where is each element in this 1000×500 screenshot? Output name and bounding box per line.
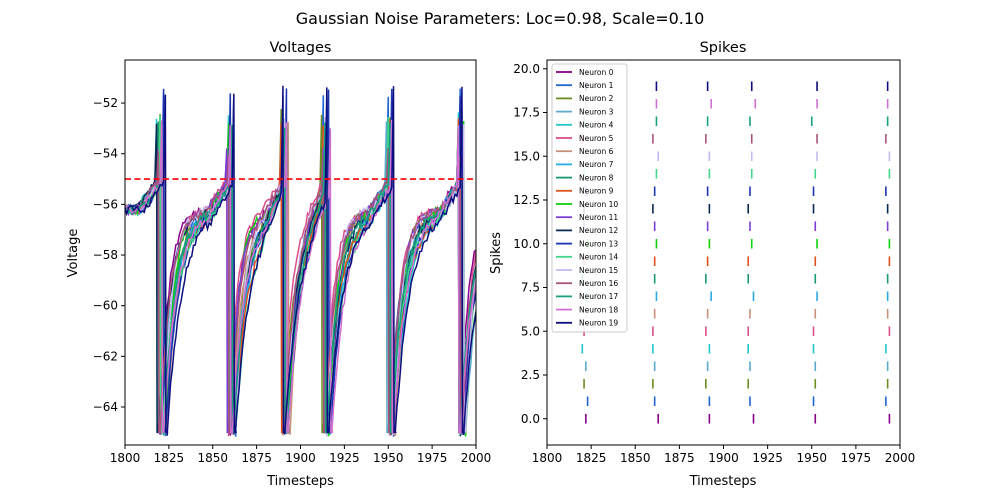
voltages-ylabel: Voltage: [66, 229, 81, 278]
spikes-xtick-label: 1850: [620, 451, 651, 465]
legend-label: Neuron 14: [579, 253, 618, 262]
legend-label: Neuron 12: [579, 226, 618, 235]
voltages-ytick-label: −60: [93, 299, 118, 313]
voltages-title: Voltages: [270, 40, 332, 56]
legend-label: Neuron 9: [579, 187, 614, 196]
voltages-xtick-label: 1950: [373, 451, 404, 465]
legend-label: Neuron 5: [579, 134, 614, 143]
voltages-ytick-label: −62: [93, 349, 118, 363]
legend-label: Neuron 18: [579, 305, 618, 314]
voltages-xtick-label: 2000: [461, 451, 492, 465]
voltages-xlabel: Timesteps: [266, 474, 334, 489]
spikes-xtick-label: 2000: [885, 451, 916, 465]
voltages-xtick-label: 1900: [285, 451, 316, 465]
spikes-ytick-label: 15.0: [513, 149, 540, 163]
voltages-xtick-label: 1925: [329, 451, 360, 465]
legend-label: Neuron 8: [579, 173, 614, 182]
legend-label: Neuron 7: [579, 160, 614, 169]
legend-label: Neuron 19: [579, 319, 618, 328]
voltage-trace-neuron-19: [125, 85, 476, 436]
spikes-ticks: 1800 1825 1850 1875 1900 1925 1950 1975 2000 0.0 2…: [513, 62, 915, 465]
spikes-axes-frame: [546, 59, 901, 446]
legend-label: Neuron 1: [579, 81, 614, 90]
voltages-xtick-label: 1975: [417, 451, 448, 465]
legend-label: Neuron 13: [579, 239, 618, 248]
spikes-ytick-label: 12.5: [513, 193, 540, 207]
spikes-xtick-label: 1950: [796, 451, 827, 465]
legend-label: Neuron 4: [579, 121, 614, 130]
legend-box: [551, 63, 628, 333]
spikes-legend: Neuron 0 Neuron 1 Neuron 2 Neuron 3 Neuron 4…: [551, 63, 628, 333]
legend-label: Neuron 15: [579, 266, 618, 275]
spikes-ytick-label: 0.0: [521, 412, 540, 426]
voltages-ytick-label: −54: [93, 147, 118, 161]
legend-label: Neuron 2: [579, 94, 614, 103]
voltage-trace-neuron-16: [125, 147, 476, 436]
spikes-ytick-label: 17.5: [513, 106, 540, 120]
legend-label: Neuron 6: [579, 147, 614, 156]
spikes-ytick-label: 5.0: [521, 324, 540, 338]
voltages-ticks: 1800 1825 1850 1875 1900 1925 1950 1975 2000 −64 −…: [93, 96, 492, 465]
spikes-xtick-label: 1975: [841, 451, 872, 465]
spikes-xtick-label: 1800: [532, 451, 563, 465]
spikes-plot-area: [581, 81, 891, 424]
voltages-plot-area: [125, 85, 476, 437]
voltages-panel: Voltages Timesteps Voltage 1800 1825 1850 1…: [66, 40, 491, 489]
spikes-ylabel: Spikes: [489, 232, 504, 274]
legend-label: Neuron 17: [579, 292, 618, 301]
spikes-ytick-label: 7.5: [521, 281, 540, 295]
legend-label: Neuron 16: [579, 279, 618, 288]
voltages-axes-frame: [124, 59, 477, 446]
spikes-title: Spikes: [700, 40, 747, 56]
spikes-ytick-label: 20.0: [513, 62, 540, 76]
voltages-xtick-label: 1800: [110, 451, 141, 465]
spikes-xtick-label: 1900: [708, 451, 739, 465]
legend-label: Neuron 3: [579, 107, 614, 116]
spikes-panel: Spikes Timesteps Spikes 1800 1825 1850 1875…: [489, 40, 915, 489]
spikes-ytick-label: 2.5: [521, 368, 540, 382]
legend-label: Neuron 0: [579, 68, 614, 77]
voltages-ytick-label: −58: [93, 248, 118, 262]
spikes-xlabel: Timesteps: [689, 474, 757, 489]
voltages-xtick-label: 1825: [154, 451, 185, 465]
figure-suptitle: Gaussian Noise Parameters: Loc=0.98, Sca…: [296, 9, 705, 28]
voltages-xtick-label: 1875: [241, 451, 272, 465]
voltage-trace-neuron-18: [125, 120, 476, 435]
spikes-xtick-label: 1825: [576, 451, 607, 465]
spikes-xtick-label: 1925: [752, 451, 783, 465]
voltage-trace-neuron-17: [125, 122, 476, 436]
voltages-ytick-label: −64: [93, 400, 118, 414]
voltages-xtick-label: 1850: [197, 451, 228, 465]
voltages-ytick-label: −56: [93, 197, 118, 211]
spikes-xtick-label: 1875: [664, 451, 695, 465]
spikes-ytick-label: 10.0: [513, 237, 540, 251]
legend-label: Neuron 11: [579, 213, 618, 222]
legend-label: Neuron 10: [579, 200, 618, 209]
voltages-ytick-label: −52: [93, 96, 118, 110]
